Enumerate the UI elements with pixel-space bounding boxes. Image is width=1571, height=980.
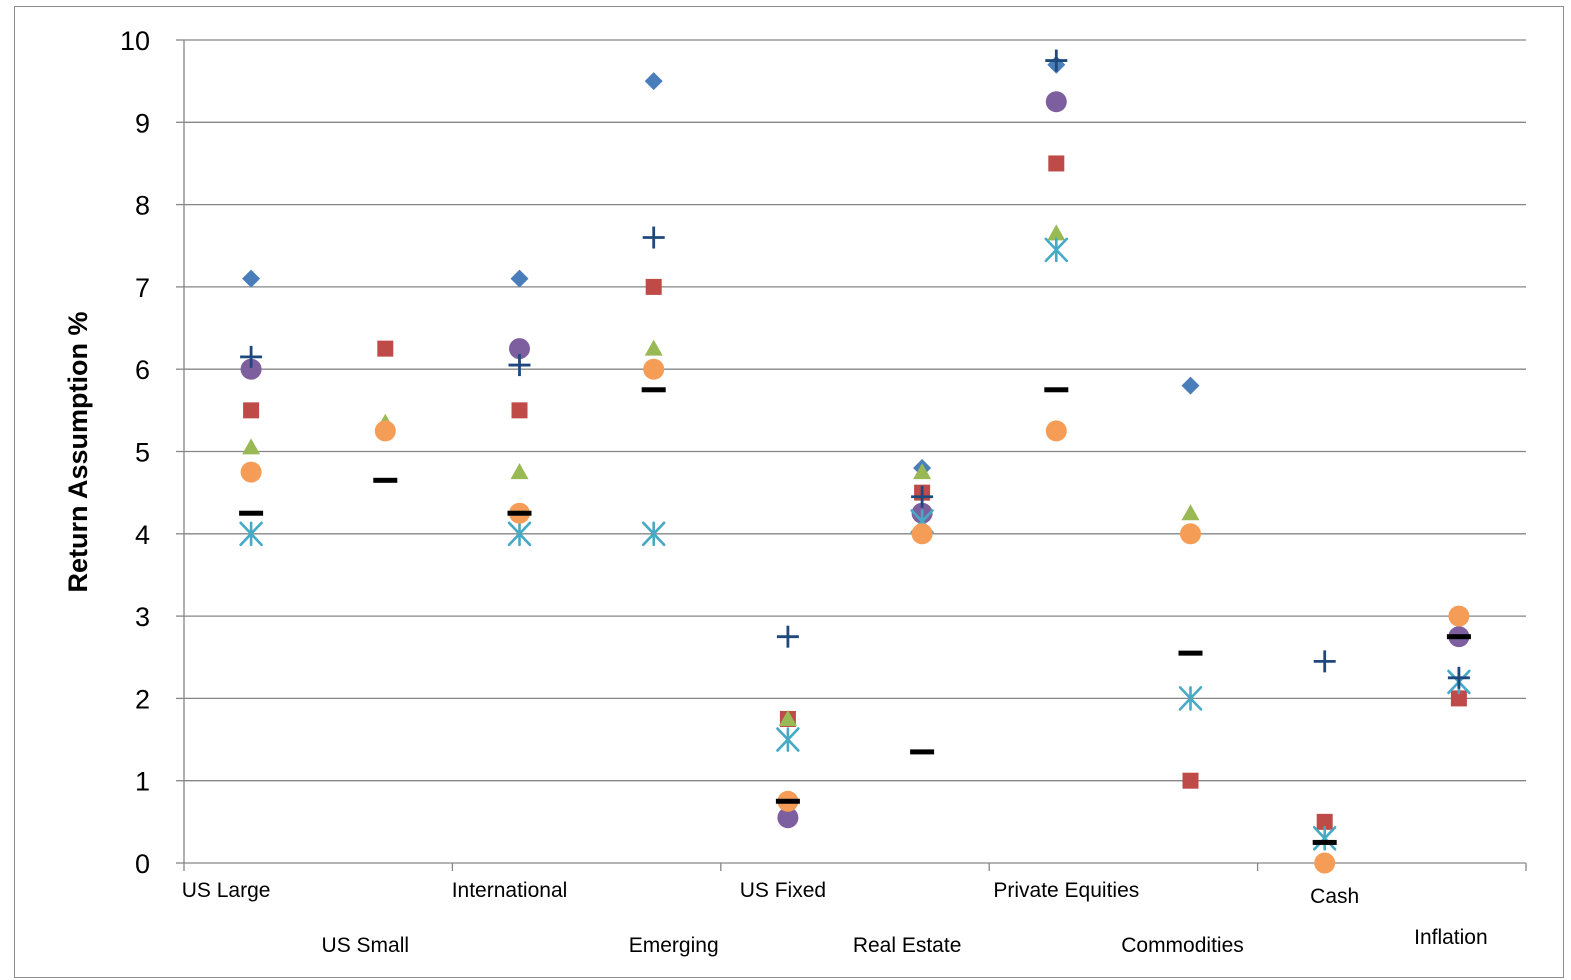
x-tick-label: Inflation <box>1414 926 1488 949</box>
plus-marker <box>1313 650 1336 673</box>
circle-marker <box>1045 91 1067 113</box>
circle-marker <box>1045 420 1067 442</box>
y-tick-label: 1 <box>135 767 150 797</box>
plus-marker <box>642 226 665 249</box>
x-tick-label: International <box>452 879 568 902</box>
x-tick-label: Commodities <box>1121 934 1244 957</box>
x-tick-labels: US Large US Small International Emerging US … <box>182 879 1488 957</box>
dash-marker <box>507 510 532 516</box>
triangle-marker <box>1181 504 1200 521</box>
square-marker <box>243 402 260 419</box>
diamond-marker <box>242 269 261 288</box>
plus-marker <box>776 625 799 648</box>
circle-marker <box>911 523 933 545</box>
y-tick-label: 6 <box>135 355 150 385</box>
y-tick-label: 2 <box>135 684 150 714</box>
star-marker <box>507 521 532 547</box>
y-tick-label: 8 <box>135 191 150 221</box>
y-tick-label: 4 <box>135 520 150 550</box>
y-axis-label: Return Assumption % <box>63 311 93 592</box>
triangle-marker <box>778 709 797 726</box>
circle-marker <box>240 358 262 380</box>
x-tick-label: Emerging <box>629 934 719 957</box>
circle-marker <box>1314 852 1336 874</box>
x-tick-label: Real Estate <box>853 934 962 957</box>
plus-marker <box>1045 49 1068 72</box>
dash-marker <box>910 749 935 755</box>
y-tick-label: 5 <box>135 438 150 468</box>
dash-marker <box>641 387 666 393</box>
circle-marker <box>777 807 799 829</box>
triangle-marker <box>913 463 932 480</box>
diamond-marker <box>644 72 663 91</box>
square-marker <box>1316 813 1333 830</box>
square-marker <box>645 278 662 295</box>
square-marker <box>377 340 394 357</box>
dash-marker <box>1044 387 1069 393</box>
chart-frame <box>14 6 1564 978</box>
circle-marker <box>240 461 262 483</box>
y-tick-label: 3 <box>135 602 150 632</box>
plus-marker <box>1447 666 1470 689</box>
plus-marker <box>240 345 263 368</box>
triangle-marker <box>1047 224 1066 241</box>
dash-marker <box>1446 634 1471 640</box>
dash-marker <box>775 798 800 804</box>
y-tick-label: 9 <box>135 108 150 138</box>
star-marker <box>1044 237 1069 263</box>
x-tick-label: Private Equities <box>993 879 1139 902</box>
square-marker <box>511 402 528 419</box>
axes <box>176 39 1527 871</box>
circle-marker <box>509 338 530 360</box>
dash-marker <box>239 510 264 516</box>
square-marker <box>1048 155 1065 172</box>
y-tick-label: 0 <box>135 849 150 879</box>
y-tick-labels: 0 1 2 3 4 5 6 7 8 9 10 <box>120 26 150 879</box>
square-marker <box>1182 772 1199 789</box>
gridlines <box>184 39 1526 782</box>
star-marker <box>1312 826 1337 851</box>
x-tick-label: Cash <box>1310 885 1359 908</box>
star-marker <box>641 521 666 547</box>
diamond-marker <box>1181 376 1200 395</box>
dash-marker <box>1178 650 1203 656</box>
plus-marker <box>911 485 934 508</box>
triangle-marker <box>644 339 663 356</box>
y-tick-label: 7 <box>135 273 150 303</box>
circle-marker <box>374 420 396 442</box>
plus-marker <box>508 354 531 377</box>
star-marker <box>239 521 263 547</box>
diamond-marker <box>510 269 529 288</box>
circle-marker <box>1448 605 1470 627</box>
dash-marker <box>373 477 398 483</box>
star-marker <box>776 727 800 752</box>
y-tick-label: 10 <box>120 26 150 56</box>
dash-marker <box>1312 839 1337 845</box>
x-tick-label: US Large <box>182 879 271 902</box>
circle-marker <box>1180 523 1201 545</box>
data-points <box>239 49 1471 874</box>
x-tick-label: US Fixed <box>740 879 826 902</box>
x-tick-label: US Small <box>322 934 410 957</box>
square-marker <box>1450 690 1467 707</box>
star-marker <box>1178 686 1203 711</box>
triangle-marker <box>242 438 261 455</box>
circle-marker <box>643 358 665 380</box>
triangle-marker <box>510 463 529 480</box>
